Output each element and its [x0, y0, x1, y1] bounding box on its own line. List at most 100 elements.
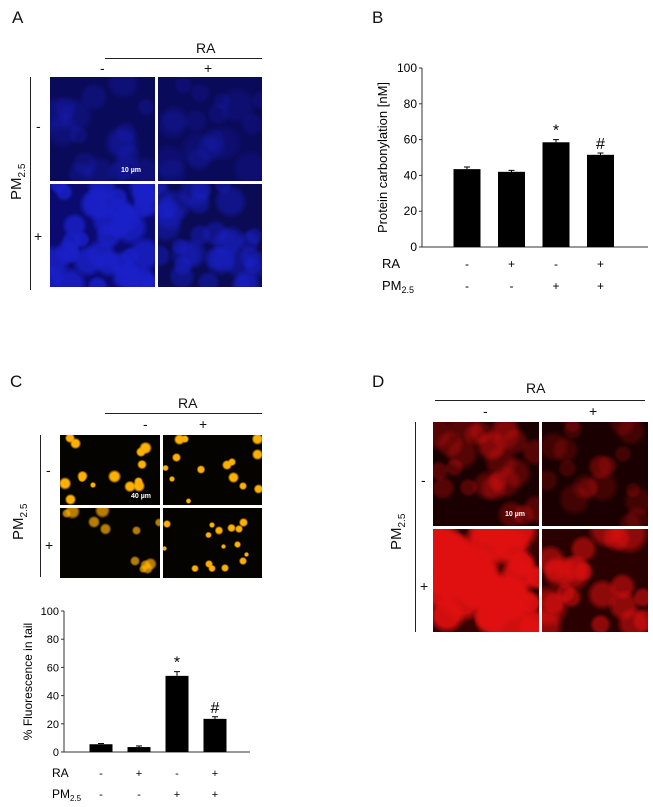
- micrograph-plus-minus: [433, 528, 539, 632]
- cell-spot: [60, 477, 72, 490]
- cell-spot: [157, 157, 188, 181]
- cell-spot: [542, 431, 570, 463]
- panel-d-pm-label: PM2.5: [388, 514, 408, 550]
- cell-spot: [189, 223, 211, 246]
- cell-spot: [106, 160, 133, 181]
- significance-mark: #: [211, 700, 220, 717]
- cell-spot: [484, 445, 519, 480]
- cell-spot: [61, 243, 81, 264]
- bar: [127, 747, 151, 752]
- cell-spot: [50, 112, 81, 148]
- panel-c-letter: C: [10, 372, 23, 391]
- panel-c-ra-plus: +: [199, 416, 208, 432]
- y-tick-label: 60: [404, 133, 418, 147]
- cell-spot: [496, 499, 526, 526]
- y-tick-label: 0: [53, 747, 59, 759]
- cell-spot: [162, 464, 169, 472]
- cell-spot: [609, 528, 648, 554]
- pm-sign: +: [597, 279, 604, 293]
- cell-spot: [64, 493, 77, 505]
- cell-spot: [103, 124, 141, 163]
- cell-spot: [190, 564, 199, 573]
- cell-spot: [557, 482, 592, 516]
- cell-spot: [490, 422, 521, 442]
- micrograph-plus-plus: [162, 508, 262, 578]
- cell-spot: [512, 503, 536, 526]
- cell-spot: [185, 146, 211, 172]
- y-tick-label: 40: [47, 691, 59, 703]
- ra-sign: -: [554, 257, 558, 271]
- cell-spot: [252, 448, 262, 460]
- cell-spot: [447, 422, 484, 443]
- cell-spot: [207, 101, 231, 125]
- panel-a-scale-bar: 10 µm: [121, 167, 141, 174]
- cell-spot: [445, 436, 479, 471]
- cell-spot: [501, 427, 529, 455]
- panel-d-pm-line: [415, 422, 416, 632]
- cell-spot: [479, 473, 509, 503]
- panel-c-ra-label: RA: [178, 395, 198, 411]
- cell-spot: [463, 423, 487, 447]
- y-tick-label: 20: [404, 204, 418, 218]
- cell-spot: [244, 257, 262, 276]
- y-tick-label: 40: [404, 168, 418, 182]
- cell-spot: [220, 563, 229, 572]
- cell-spot: [542, 469, 559, 493]
- cell-spot: [180, 131, 218, 170]
- cell-spot: [108, 469, 121, 483]
- cell-spot: [478, 429, 509, 460]
- cell-spot: [137, 459, 147, 470]
- cell-spot: [108, 217, 130, 239]
- cell-spot: [157, 196, 179, 220]
- cell-spot: [157, 202, 176, 222]
- cell-spot: [218, 225, 246, 253]
- cell-spot: [576, 476, 599, 499]
- cell-spot: [86, 275, 109, 287]
- cell-spot: [68, 125, 89, 145]
- pm-sign: -: [510, 279, 514, 293]
- cell-spot: [157, 183, 174, 214]
- cell-spot: [238, 481, 248, 491]
- cell-spot: [53, 95, 79, 121]
- cell-spot: [50, 183, 69, 194]
- cell-spot: [209, 522, 216, 529]
- cell-spot: [115, 120, 138, 144]
- cell-spot: [242, 250, 262, 280]
- panel-c-pm-minus: -: [46, 462, 51, 478]
- pm-row-label: PM2.5: [52, 787, 82, 803]
- cell-spot: [212, 91, 231, 110]
- cell-spot: [221, 460, 232, 471]
- cell-spot: [178, 183, 212, 209]
- cell-spot: [72, 230, 90, 249]
- cell-spot: [65, 508, 80, 519]
- cell-spot: [229, 269, 262, 287]
- cell-spot: [542, 592, 565, 615]
- cell-spot: [222, 246, 255, 279]
- bar: [89, 744, 113, 752]
- panel-c-comet-grid: [60, 435, 262, 578]
- panel-a-pm-minus: -: [36, 118, 41, 134]
- micrograph-minus-minus: [433, 422, 539, 526]
- cell-spot: [436, 429, 465, 458]
- cell-spot: [88, 516, 101, 528]
- cell-spot: [521, 494, 539, 525]
- panel-a-ra-minus: -: [100, 60, 105, 76]
- panel-d-ra-plus: +: [589, 403, 598, 419]
- cell-spot: [487, 471, 508, 493]
- cell-spot: [157, 183, 169, 195]
- cell-spot: [586, 470, 619, 503]
- cell-spot: [632, 607, 648, 632]
- cell-spot: [208, 564, 216, 573]
- bar: [453, 169, 481, 247]
- pm-sign: +: [212, 789, 218, 801]
- bar: [165, 675, 189, 752]
- ra-sign: -: [175, 768, 179, 780]
- panel-a-pm-label: PM2.5: [8, 164, 28, 200]
- micrograph-plus-plus: [542, 528, 648, 632]
- cell-spot: [209, 245, 238, 273]
- cell-spot: [239, 557, 248, 566]
- panel-a-pm-plus: +: [34, 228, 43, 244]
- cell-spot: [142, 563, 154, 575]
- panel-d-pm-minus: -: [421, 472, 426, 488]
